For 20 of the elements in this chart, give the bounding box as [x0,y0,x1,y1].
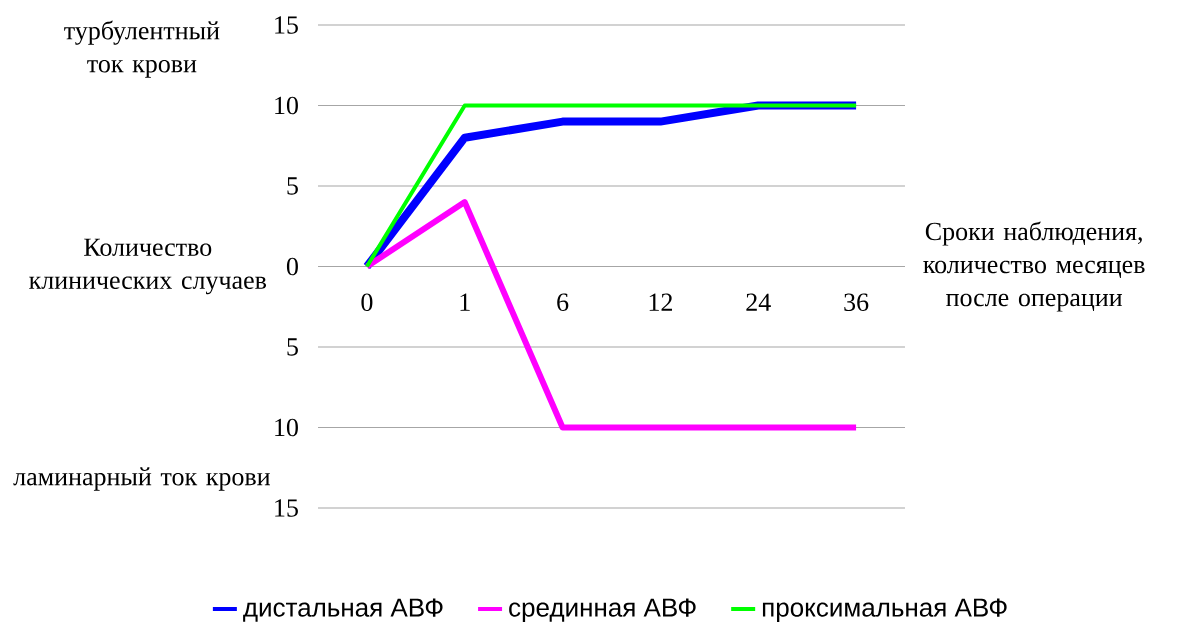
legend-label: дистальная АВФ [243,598,443,622]
y-tick-label: 15 [275,499,298,517]
x-tick-label: 1 [460,293,470,311]
text: турбулентный ток крови [64,20,220,78]
y-tick-label: 10 [275,418,298,437]
y-tick-label: 5 [287,338,298,356]
y-axis-title: Количество клинических случаев [29,238,267,295]
y-tick-label: 10 [275,96,298,115]
x-tick-label: 6 [557,293,569,312]
x-axis-title: Сроки наблюдения, количество месяцев после операции [923,221,1145,312]
legend-label: срединная АВФ [509,598,696,623]
x-tick-label: 12 [649,293,672,312]
x-tick-label: 0 [361,293,373,312]
y-tick-label: 15 [275,16,298,34]
y-tick-label: 5 [287,177,298,195]
text: ламинарный ток крови [13,467,270,491]
legend-label: проксимальная АВФ [762,598,1007,623]
y-tick-label: 0 [286,257,298,276]
x-tick-label: 36 [844,293,869,312]
x-tick-label: 24 [746,293,771,312]
